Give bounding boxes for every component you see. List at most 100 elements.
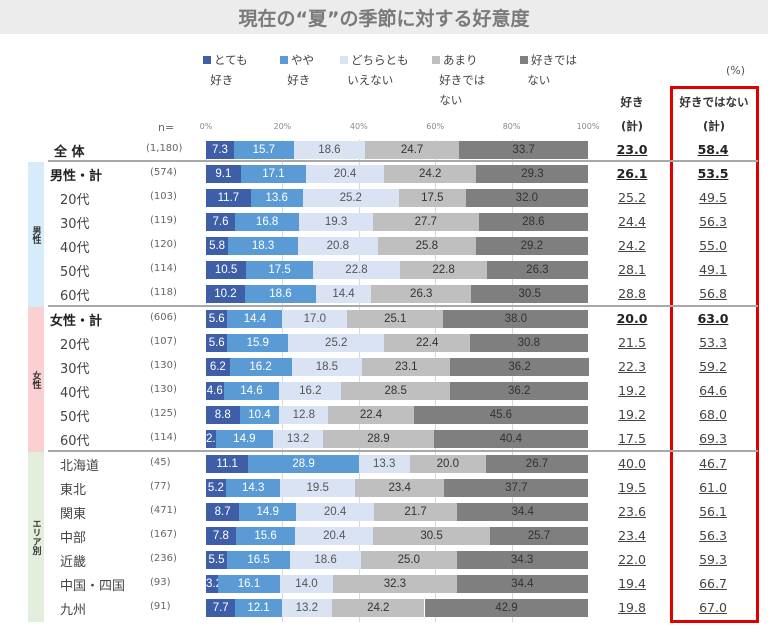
bar-segment: 13.6	[250, 189, 303, 207]
row-n: (45)	[150, 457, 171, 468]
bar-segment: 22.4	[328, 406, 414, 424]
like-total: 28.1	[618, 262, 646, 277]
gridline	[358, 140, 360, 622]
like-total: 21.5	[618, 335, 646, 350]
x-tick-label: 0%	[199, 122, 213, 131]
row-label: 全 体	[54, 145, 85, 160]
bar-segment: 20.4	[295, 527, 374, 545]
bar-segment: 16.2	[279, 382, 342, 400]
bar-segment: 29.3	[476, 165, 589, 183]
dislike-total: 53.5	[697, 166, 729, 181]
bar-segment: 14.9	[239, 503, 297, 521]
bar-segment: 26.3	[487, 261, 588, 279]
bar-segment: 14.4	[316, 285, 372, 303]
row-n: (574)	[150, 167, 177, 178]
dislike-total: 69.3	[699, 431, 727, 446]
bar-segment: 28.9	[323, 430, 434, 448]
bar-segment: 30.8	[469, 334, 588, 352]
dislike-total: 61.0	[699, 480, 727, 495]
bar-segment: 22.8	[400, 261, 488, 279]
gridline	[511, 140, 513, 622]
bar-segment: 14.9	[215, 430, 273, 448]
n-label: n=	[158, 121, 175, 134]
group-separator	[48, 305, 758, 307]
dislike-total: 56.3	[699, 214, 727, 229]
row-n: (167)	[150, 529, 177, 540]
dislike-total: 59.3	[699, 552, 727, 567]
like-total: 24.4	[618, 214, 646, 229]
bar-segment: 28.5	[341, 382, 451, 400]
row-n: (107)	[150, 336, 177, 347]
row-label: 近畿	[60, 555, 87, 570]
row-n: (236)	[150, 553, 177, 564]
row-n: (93)	[150, 577, 171, 588]
bar-segment: 42.9	[424, 599, 589, 617]
like-total: 20.0	[616, 311, 648, 326]
bar-segment: 13.2	[281, 599, 333, 617]
legend-item: とても 好き	[203, 50, 248, 90]
legend-swatch	[280, 56, 288, 64]
bar-segment: 14.0	[279, 575, 334, 593]
unit-label: (%)	[726, 64, 746, 77]
bar-segment: 34.4	[456, 503, 589, 521]
row-label: 40代	[60, 241, 90, 256]
bar-segment: 11.7	[206, 189, 251, 207]
row-label: 男性・計	[50, 169, 103, 184]
gridline	[282, 140, 284, 622]
bar-segment: 18.6	[244, 285, 316, 303]
bar-segment: 13.3	[358, 455, 410, 473]
row-label: 関東	[60, 507, 87, 522]
bar-segment: 18.6	[293, 141, 365, 159]
bar-segment: 23.1	[362, 358, 451, 376]
bar-segment: 17.0	[282, 310, 348, 328]
legend-label: どちらとも いえない	[347, 53, 409, 87]
bar-segment: 5.8	[206, 237, 229, 255]
row-label: 60代	[60, 289, 90, 304]
row-label: 50代	[60, 265, 90, 280]
group-strip	[28, 452, 44, 622]
row-label: 20代	[60, 338, 90, 353]
row-label: 60代	[60, 434, 90, 449]
chart-title: 現在の“夏”の季節に対する好意度	[238, 8, 530, 30]
bar-segment: 24.2	[384, 165, 477, 183]
legend-label: やや 好き	[287, 53, 314, 87]
dislike-total-header: 好きではない (計)	[679, 95, 749, 133]
bar-segment: 23.4	[354, 479, 445, 497]
bar-segment: 16.1	[218, 575, 280, 593]
like-total-header: 好き (計)	[620, 95, 644, 133]
row-label: 北海道	[60, 459, 100, 474]
row-n: (118)	[150, 287, 177, 298]
bar-segment: 10.4	[239, 406, 280, 424]
legend-item: あまり 好きでは ない	[432, 50, 485, 110]
dislike-total: 49.1	[699, 262, 727, 277]
legend-label: あまり 好きでは ない	[439, 53, 486, 107]
legend-item: どちらとも いえない	[340, 50, 409, 90]
row-n: (1,180)	[146, 143, 183, 154]
bar-segment: 25.1	[347, 310, 444, 328]
legend-item: やや 好き	[280, 50, 314, 90]
bar-segment: 32.0	[465, 189, 588, 207]
dislike-total: 63.0	[697, 311, 729, 326]
row-n: (77)	[150, 481, 171, 492]
bar-segment: 37.7	[444, 479, 589, 497]
row-n: (114)	[150, 432, 177, 443]
row-n: (130)	[150, 360, 177, 371]
bar-segment: 18.6	[290, 551, 362, 569]
like-total: 23.0	[616, 142, 648, 157]
bar-segment: 30.5	[373, 527, 490, 545]
bar-segment: 2.6	[206, 430, 222, 448]
row-label: 東北	[60, 483, 87, 498]
bar-segment: 20.0	[409, 455, 486, 473]
group-separator	[48, 450, 758, 452]
title-bar	[0, 0, 768, 34]
bar-segment: 26.3	[371, 285, 472, 303]
dislike-total: 53.3	[699, 335, 727, 350]
row-n: (125)	[150, 408, 177, 419]
x-tick-label: 100%	[576, 122, 600, 131]
like-total: 40.0	[618, 456, 646, 471]
like-total: 17.5	[618, 431, 646, 446]
row-label: 20代	[60, 193, 90, 208]
legend-swatch	[432, 56, 440, 64]
like-total: 19.4	[618, 576, 646, 591]
bar-segment: 26.7	[486, 455, 588, 473]
